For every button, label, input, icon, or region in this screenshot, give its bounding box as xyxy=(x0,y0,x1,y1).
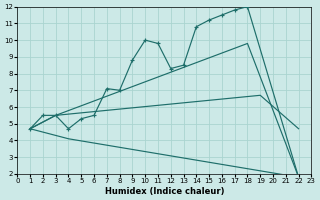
X-axis label: Humidex (Indice chaleur): Humidex (Indice chaleur) xyxy=(105,187,224,196)
